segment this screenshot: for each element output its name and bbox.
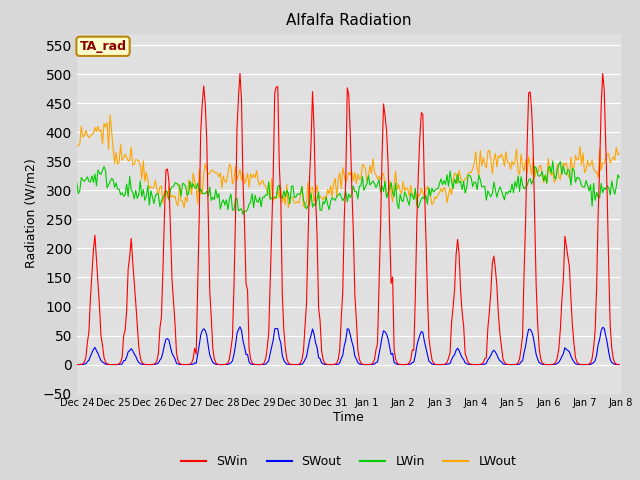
Legend: SWin, SWout, LWin, LWout: SWin, SWout, LWin, LWout (176, 450, 522, 473)
Text: TA_rad: TA_rad (79, 40, 127, 53)
Y-axis label: Radiation (W/m2): Radiation (W/m2) (24, 159, 37, 268)
Title: Alfalfa Radiation: Alfalfa Radiation (286, 13, 412, 28)
X-axis label: Time: Time (333, 411, 364, 424)
